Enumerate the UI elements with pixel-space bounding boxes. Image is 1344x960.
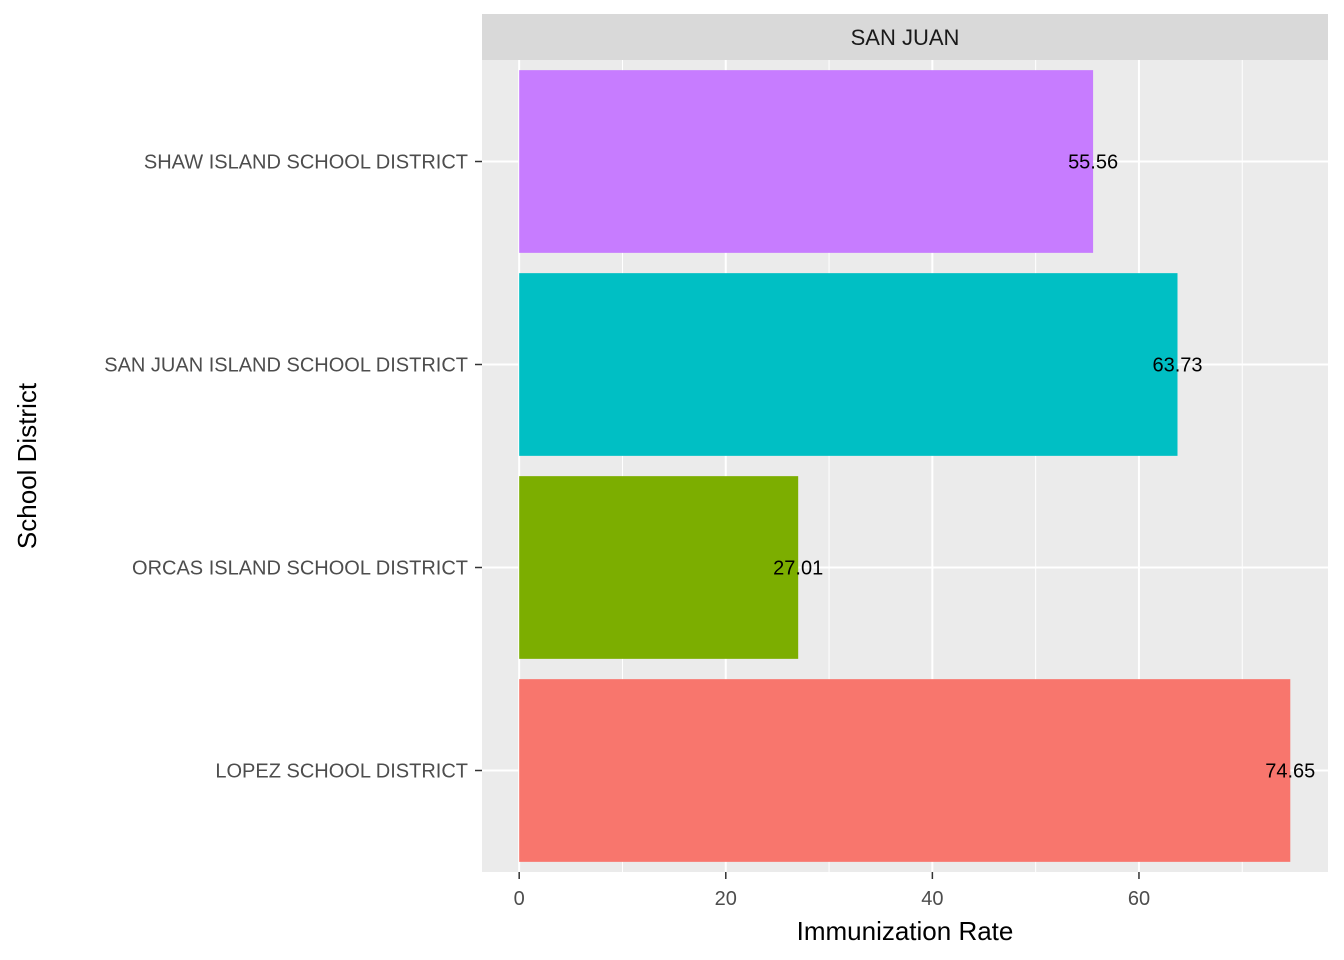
y-tick-label: SAN JUAN ISLAND SCHOOL DISTRICT: [104, 355, 468, 377]
y-tick-label: SHAW ISLAND SCHOOL DISTRICT: [144, 152, 468, 174]
bar-labels: 74.65 27.01 63.73 55.56: [773, 152, 1315, 783]
x-tick-label: 20: [715, 888, 737, 910]
facet-strip: [482, 14, 1328, 60]
x-tick-label: 60: [1128, 888, 1150, 910]
x-axis-title: Immunization Rate: [797, 916, 1014, 946]
y-tick-label: LOPEZ SCHOOL DISTRICT: [215, 761, 468, 783]
x-axis: 0 20 40 60: [514, 872, 1150, 910]
y-axis: LOPEZ SCHOOL DISTRICT ORCAS ISLAND SCHOOL…: [104, 152, 482, 783]
x-tick-label: 40: [921, 888, 943, 910]
bar: [519, 679, 1291, 862]
bar-value-label: 74.65: [1265, 761, 1315, 783]
bar: [519, 273, 1178, 456]
bar-value-label: 27.01: [773, 558, 823, 580]
y-axis-title: School District: [12, 382, 42, 549]
bar: [519, 476, 799, 659]
x-tick-label: 0: [514, 888, 525, 910]
bar-value-label: 55.56: [1068, 152, 1118, 174]
bar: [519, 70, 1094, 253]
y-tick-label: ORCAS ISLAND SCHOOL DISTRICT: [132, 558, 468, 580]
bars: [519, 70, 1291, 862]
bar-value-label: 63.73: [1152, 355, 1202, 377]
facet-strip-label: SAN JUAN: [851, 25, 960, 50]
